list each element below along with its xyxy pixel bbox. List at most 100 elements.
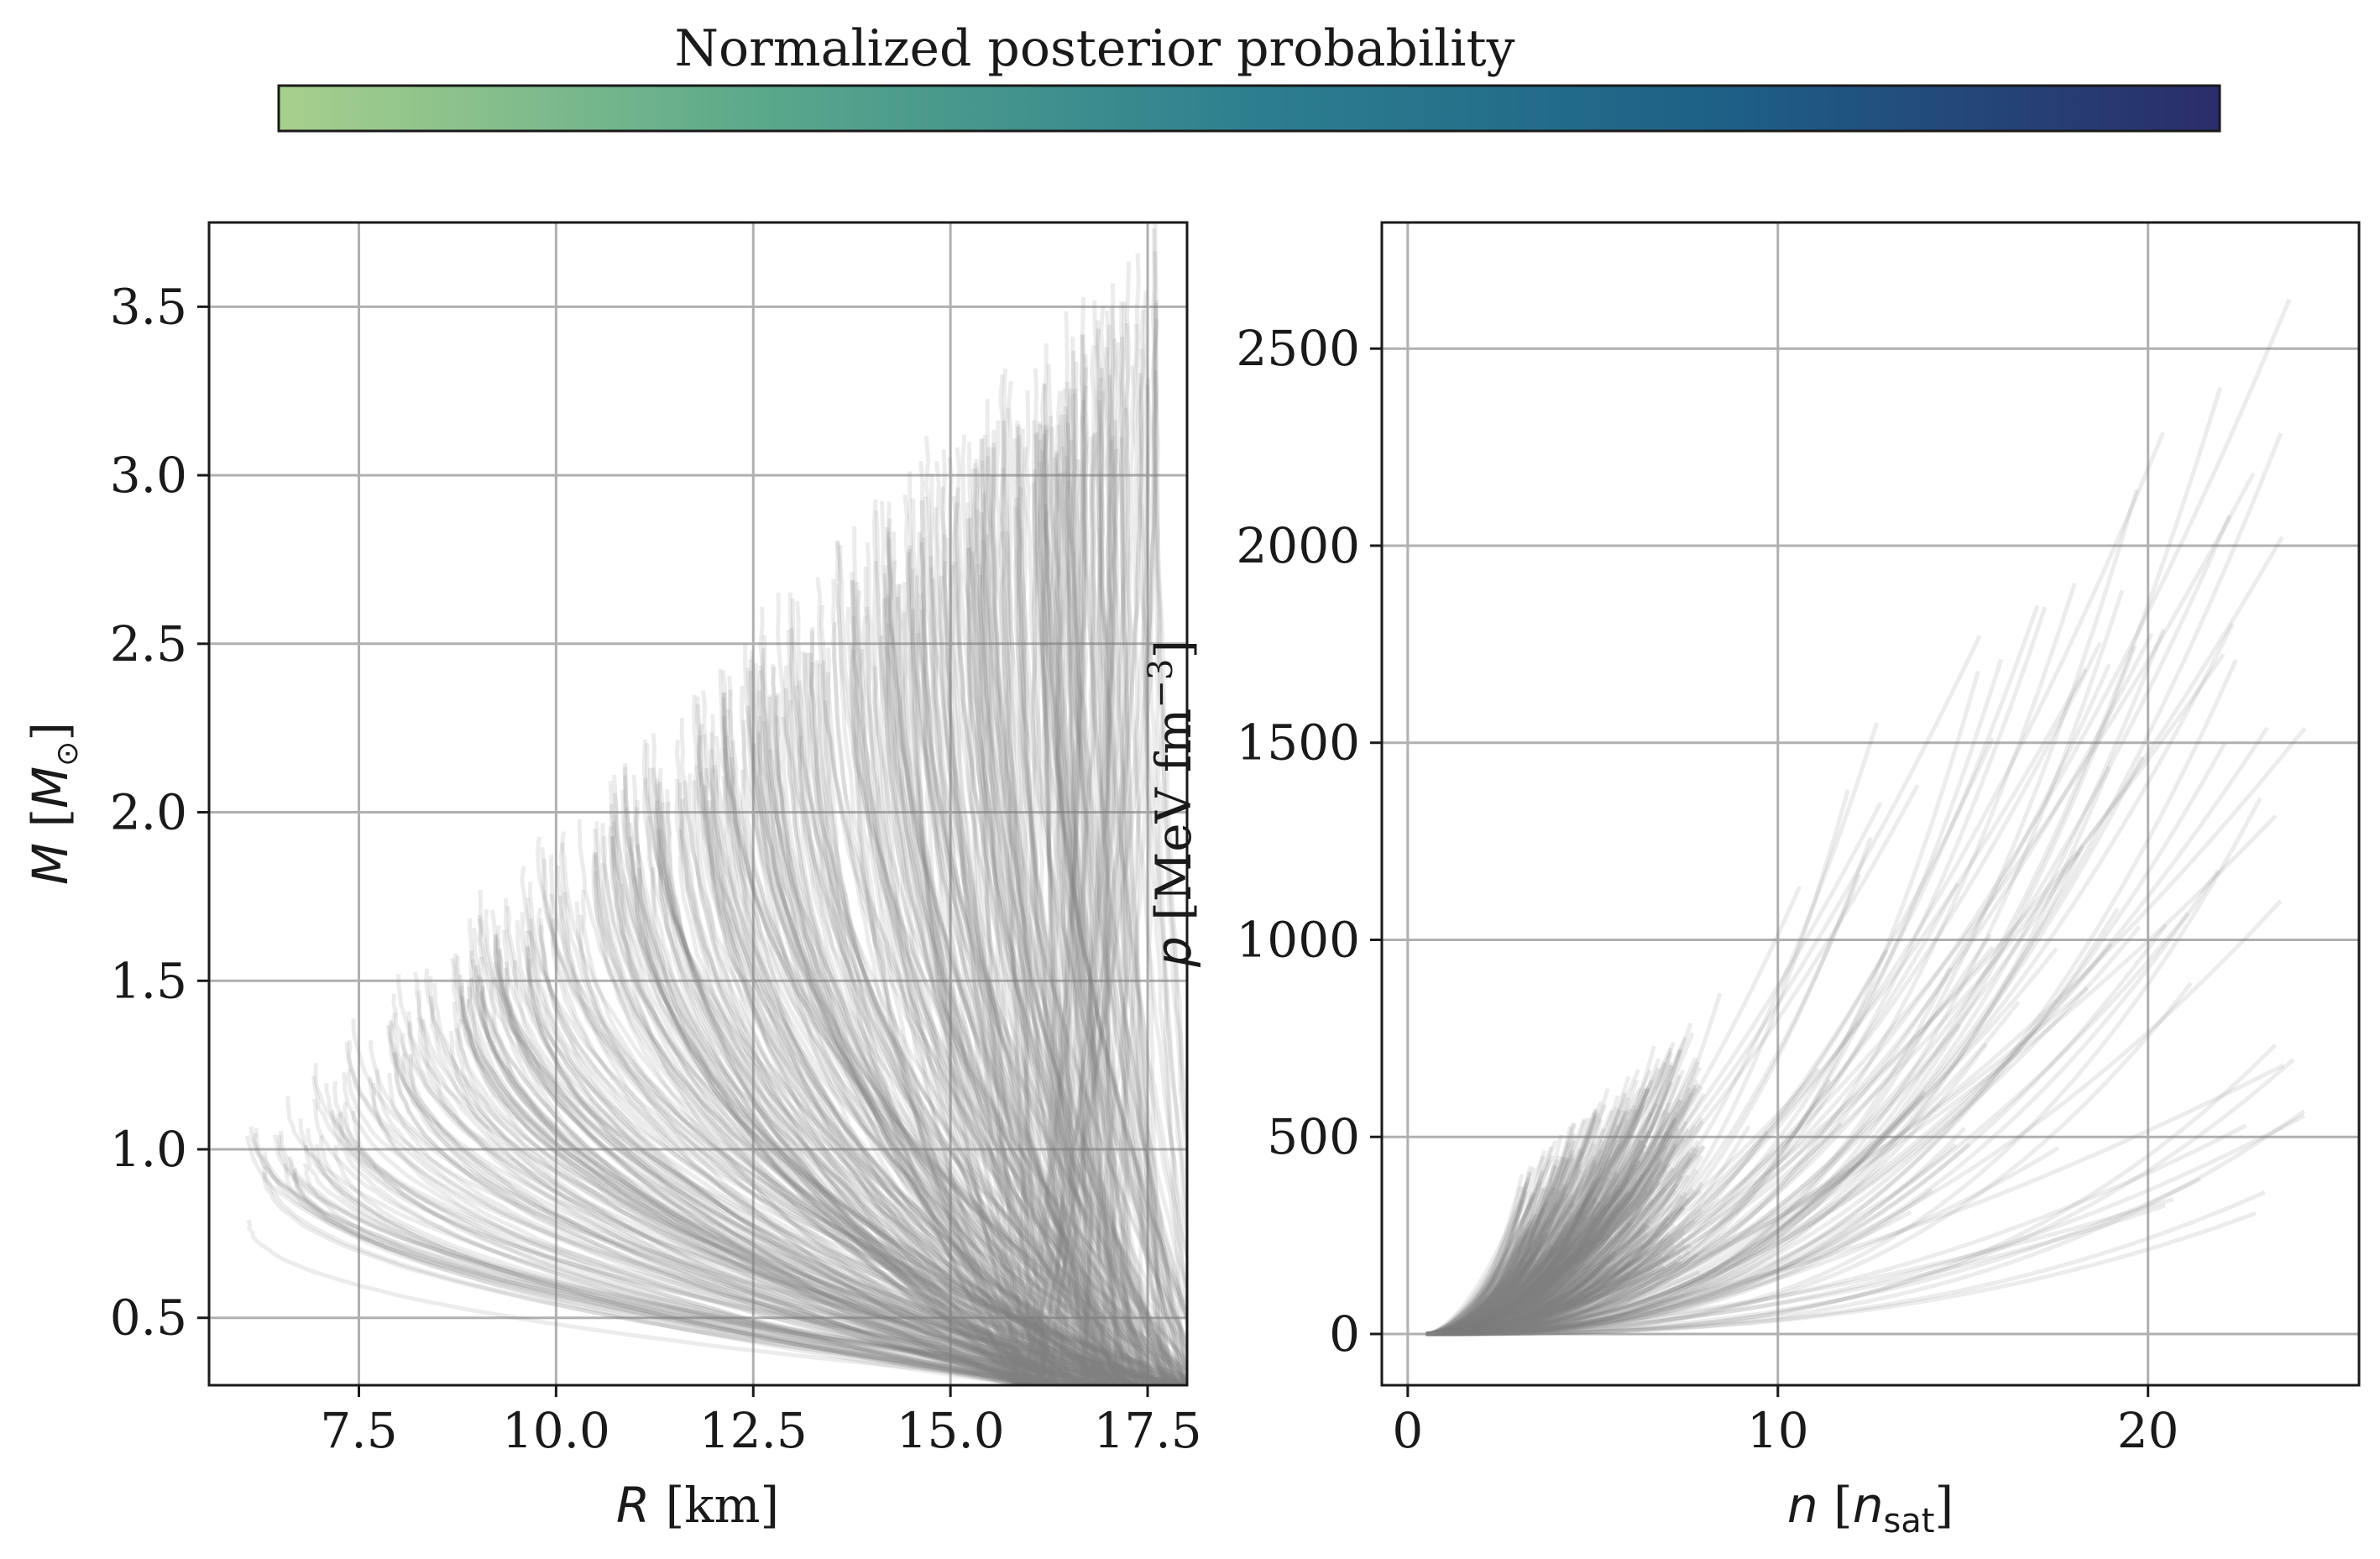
mass-radius-curve — [865, 606, 1037, 1385]
mass-radius-curve — [863, 566, 1055, 1385]
mass-radius-curve — [608, 780, 1118, 1385]
mass-radius-curve — [724, 709, 1187, 1373]
pressure-density-curve — [1425, 1149, 1547, 1337]
pressure-density-curve — [1425, 1188, 1934, 1337]
mass-radius-curve — [622, 766, 1104, 1385]
pressure-density-curve — [1425, 1120, 1704, 1337]
pressure-density-curve — [1425, 1191, 1688, 1337]
pressure-density-curve — [1425, 1263, 1617, 1337]
pressure-density-curve — [1425, 1185, 1569, 1337]
pressure-density-curve — [1425, 1169, 1698, 1337]
pressure-density-curve — [1425, 1118, 1603, 1337]
pressure-density-curve — [1425, 1244, 1687, 1337]
pressure-density-curve — [1425, 1220, 1549, 1337]
pressure-density-curve — [1425, 1184, 1619, 1337]
colorbar: Normalized posterior probability — [277, 19, 2221, 133]
mass-radius-curve — [703, 785, 1137, 1385]
pressure-density-curve — [1425, 1112, 1597, 1337]
mass-radius-curve — [835, 540, 1033, 1385]
mass-radius-y-tick-label: 2.5 — [110, 615, 187, 672]
pressure-density-curve — [1425, 1086, 1650, 1337]
pressure-density-curve — [1425, 1268, 1558, 1337]
pressure-density-curve — [1425, 1192, 1611, 1337]
mass-radius-curve — [385, 1024, 1187, 1383]
mass-radius-curve — [952, 561, 1187, 1385]
mass-radius-curve — [931, 578, 1187, 1382]
mass-radius-curve — [988, 474, 1187, 1345]
pressure-density-curve — [1425, 1088, 1648, 1337]
mass-radius-curve — [809, 626, 1019, 1385]
pressure-density-curve — [1425, 1079, 1640, 1337]
mass-radius-curve — [982, 434, 1187, 1347]
mass-radius-curve — [1119, 337, 1174, 1385]
pressure-density-curve — [1425, 1196, 1689, 1337]
pressure-density-curve — [1425, 1129, 1650, 1337]
mass-radius-curve — [918, 461, 1054, 1385]
pressure-density-curve — [1425, 1210, 1912, 1337]
mass-radius-curve — [696, 772, 1149, 1385]
mass-radius-curve — [1042, 383, 1167, 1385]
mass-radius-curve — [928, 555, 1140, 1385]
pressure-density-curve — [1425, 515, 2232, 1337]
mass-radius-curve — [657, 767, 1036, 1385]
pressure-density-curve — [1425, 1233, 1545, 1337]
mass-radius-curve — [1138, 373, 1187, 1310]
pressure-density-curve — [1425, 1268, 1619, 1337]
mass-radius-curve — [292, 1171, 1187, 1385]
mass-radius-curve — [469, 977, 1089, 1385]
pressure-density-curve — [1425, 1159, 1640, 1337]
pressure-density-curve — [1425, 1246, 1585, 1337]
pressure-density-curve — [1425, 1198, 1655, 1337]
pressure-density-curve — [1425, 1146, 1696, 1337]
pressure-density-curve — [1425, 1202, 1602, 1337]
mass-radius-curve — [720, 692, 1187, 1385]
mass-radius-curve — [628, 822, 1063, 1385]
pressure-density-curve — [1425, 1243, 1693, 1337]
pressure-density-curve — [1425, 1189, 1623, 1337]
pressure-density-curve — [1425, 1180, 1543, 1337]
pressure-density-curve — [1425, 1122, 1844, 1337]
mass-radius-curve — [600, 823, 1158, 1385]
pressure-density-curve — [1425, 1174, 1684, 1337]
pressure-density-curve — [1425, 1163, 1669, 1337]
pressure-density-curve — [1425, 1126, 1680, 1337]
mass-radius-ticks: 7.5 10.0 12.5 15.0 17.5 0.5 1.0 1.5 2.0 2.5 3.0 3.5 — [110, 278, 1202, 1459]
mass-radius-curve — [523, 930, 1117, 1385]
pressure-density-curve — [1425, 1067, 1661, 1337]
mass-radius-curve — [695, 696, 1115, 1385]
mass-radius-curve — [729, 740, 1029, 1385]
mass-radius-curve — [369, 1040, 1187, 1385]
mass-radius-curve — [1088, 437, 1137, 1385]
mass-radius-curve — [727, 689, 1107, 1385]
mass-radius-curve — [1036, 448, 1119, 1385]
pressure-density-curve — [1425, 1107, 1634, 1337]
pressure-density-axes-frame — [1380, 221, 2361, 1387]
pressure-density-curve — [1425, 1249, 1583, 1337]
pressure-density-curve — [1425, 1232, 1530, 1337]
mass-radius-curve — [391, 1051, 1073, 1385]
mass-radius-curve — [528, 918, 1086, 1385]
pressure-density-curve — [1425, 1270, 1564, 1337]
mass-radius-curve — [1005, 531, 1170, 1385]
mass-radius-curve — [741, 719, 1106, 1385]
mass-radius-curve — [683, 780, 1049, 1385]
mass-radius-curve — [783, 688, 1096, 1385]
mass-radius-curve — [611, 821, 1053, 1385]
mass-radius-curve — [714, 735, 1122, 1385]
mass-radius-curve — [1104, 310, 1112, 1385]
pressure-density-curve — [1425, 1222, 1649, 1337]
pressure-density-curve — [1425, 1260, 1528, 1337]
mass-radius-curve — [254, 1127, 1080, 1385]
pressure-density-y-tick-label: 0 — [1329, 1305, 1360, 1363]
mass-radius-curve — [1052, 457, 1090, 1385]
mass-radius-curve — [452, 1001, 1160, 1385]
pressure-density-curve — [1425, 1238, 1566, 1337]
mass-radius-curve — [967, 442, 1183, 1385]
mass-radius-curve — [594, 851, 1164, 1385]
pressure-density-curve — [1425, 1163, 1582, 1337]
mass-radius-curve — [756, 715, 1179, 1385]
mass-radius-x-tick-label: 10.0 — [502, 1402, 610, 1459]
pressure-density-curve — [1425, 1162, 1598, 1337]
mass-radius-curve — [907, 471, 1123, 1385]
mass-radius-curve — [319, 1135, 1029, 1385]
